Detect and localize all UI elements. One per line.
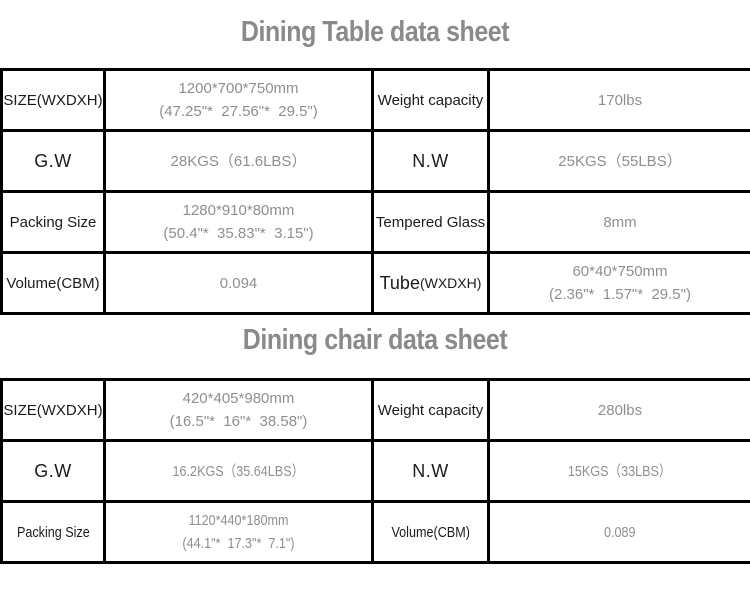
- size-label: SIZE(WXDXH): [0, 68, 106, 132]
- table-row: Packing Size 1120*440*180mm (44.1"* 17.3…: [0, 500, 750, 564]
- net-weight-label: N.W: [371, 129, 490, 193]
- tube-value: 60*40*750mm (2.36"* 1.57"* 29.5"): [487, 251, 750, 315]
- table-row: G.W 16.2KGS（35.64LBS） N.W 15KGS（33LBS）: [0, 439, 750, 503]
- tempered-glass-value: 8mm: [487, 190, 750, 254]
- chair-weight-capacity-value: 280lbs: [487, 378, 750, 442]
- packing-size-value: 1280*910*80mm (50.4"* 35.83"* 3.15"): [103, 190, 374, 254]
- weight-capacity-label: Weight capacity: [371, 68, 490, 132]
- table-row: SIZE(WXDXH) 1200*700*750mm (47.25"* 27.5…: [0, 68, 750, 132]
- table-row: Volume(CBM) 0.094 Tube (WXDXH) 60*40*750m…: [0, 251, 750, 315]
- tube-label: Tube (WXDXH): [371, 251, 490, 315]
- chair-net-weight-value: 15KGS（33LBS）: [487, 439, 750, 503]
- chair-net-weight-label: N.W: [371, 439, 490, 503]
- dining-table-title: Dining Table data sheet: [240, 16, 510, 48]
- dining-chair-spec-table: SIZE(WXDXH) 420*405*980mm (16.5"* 16"* 3…: [0, 378, 750, 564]
- dining-table-spec-table: SIZE(WXDXH) 1200*700*750mm (47.25"* 27.5…: [0, 68, 750, 315]
- volume-label: Volume(CBM): [0, 251, 106, 315]
- weight-capacity-value: 170lbs: [487, 68, 750, 132]
- gross-weight-label: G.W: [0, 129, 106, 193]
- volume-value: 0.094: [103, 251, 374, 315]
- chair-size-value: 420*405*980mm (16.5"* 16"* 38.58"): [103, 378, 374, 442]
- chair-packing-size-label: Packing Size: [0, 500, 106, 564]
- chair-volume-label: Volume(CBM): [371, 500, 490, 564]
- chair-weight-capacity-label: Weight capacity: [371, 378, 490, 442]
- packing-size-label: Packing Size: [0, 190, 106, 254]
- net-weight-value: 25KGS（55LBS）: [487, 129, 750, 193]
- chair-gross-weight-label: G.W: [0, 439, 106, 503]
- chair-size-label: SIZE(WXDXH): [0, 378, 106, 442]
- chair-packing-size-value: 1120*440*180mm (44.1"* 17.3"* 7.1"): [103, 500, 374, 564]
- table-row: SIZE(WXDXH) 420*405*980mm (16.5"* 16"* 3…: [0, 378, 750, 442]
- chair-volume-value: 0.089: [487, 500, 750, 564]
- table-row: G.W 28KGS（61.6LBS） N.W 25KGS（55LBS）: [0, 129, 750, 193]
- tempered-glass-label: Tempered Glass: [371, 190, 490, 254]
- chair-gross-weight-value: 16.2KGS（35.64LBS）: [103, 439, 374, 503]
- size-value: 1200*700*750mm (47.25"* 27.56"* 29.5"): [103, 68, 374, 132]
- table-row: Packing Size 1280*910*80mm (50.4"* 35.83…: [0, 190, 750, 254]
- dining-chair-title: Dining chair data sheet: [242, 324, 508, 356]
- gross-weight-value: 28KGS（61.6LBS）: [103, 129, 374, 193]
